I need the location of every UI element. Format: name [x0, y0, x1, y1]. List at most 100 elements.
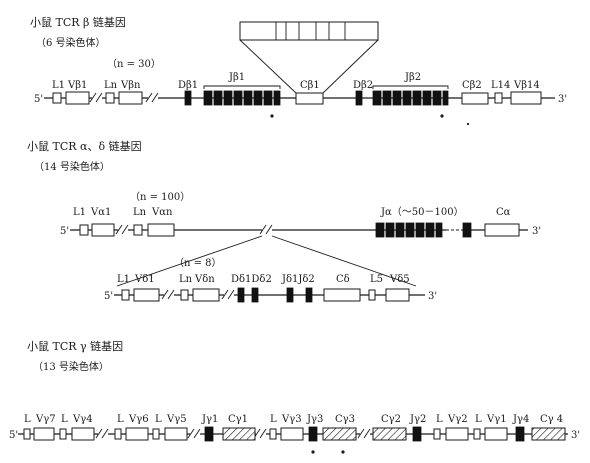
beta-dot — [440, 114, 444, 118]
delta-cd-segment — [323, 288, 361, 302]
gamma-vg4-label: Vγ4 — [72, 414, 93, 425]
gamma-vg2-label: Vγ2 — [447, 414, 468, 425]
gamma-vg3-segment — [280, 427, 304, 441]
break-mark — [95, 428, 109, 439]
delta-3prime: 3' — [428, 291, 437, 302]
delta-l1-label: L1 — [117, 274, 130, 285]
gamma-l-label: L — [117, 414, 124, 425]
delta-zoom-line-right — [271, 235, 417, 287]
beta-3prime: 3' — [558, 94, 567, 105]
beta-section: 小鼠 TCR β 链基因 （6 号染色体） （n = 30） L1 Vβ1 Ln… — [30, 15, 567, 126]
delta-l1-exon — [121, 289, 130, 301]
break-mark — [145, 92, 159, 103]
gamma-jg1-segment — [204, 426, 214, 442]
delta-jd2-segment — [305, 287, 313, 303]
gamma-jg2-label: Jγ2 — [409, 414, 426, 425]
gamma-vg4-segment — [71, 427, 95, 441]
alpha-ln-label: Ln — [133, 207, 147, 218]
delta-dd2-segment — [251, 287, 259, 303]
beta-cb1-segment — [295, 92, 324, 105]
alpha-5prime: 5' — [60, 226, 69, 237]
delta-vd1-label: Vδ1 — [134, 274, 155, 285]
gamma-jg3-segment — [308, 426, 318, 442]
break-mark — [115, 224, 129, 235]
beta-db1-label: Dβ1 — [178, 80, 198, 91]
beta-vb14-segment — [510, 91, 542, 105]
gamma-vg7-segment — [33, 427, 55, 441]
gamma-jg4-label: Jγ4 — [512, 414, 529, 425]
delta-vdn-label: Vδn — [194, 274, 215, 285]
gamma-vg2-segment — [445, 427, 469, 441]
gamma-cg2-segment — [372, 427, 407, 441]
gamma-vg1-segment — [484, 427, 508, 441]
gamma-5prime: 5' — [9, 430, 18, 441]
gamma-jg1-label: Jγ1 — [201, 414, 218, 425]
gamma-l-label: L — [475, 414, 482, 425]
delta-dd1-segment — [237, 287, 245, 303]
delta-vd5-label: Vδ5 — [389, 274, 410, 285]
beta-l1-label: L1 — [52, 80, 65, 91]
cb1-exon-detail-dividers — [275, 22, 346, 40]
gamma-l-exon — [473, 428, 481, 440]
gamma-l-exon — [114, 428, 122, 440]
gamma-l-exon — [433, 428, 441, 440]
beta-vb14-label: Vβ14 — [513, 80, 540, 91]
delta-vd1-segment — [133, 288, 160, 302]
delta-jd1-segment — [286, 287, 294, 303]
break-mark — [89, 92, 103, 103]
beta-v-count: （n = 30） — [107, 58, 161, 70]
beta-l14-label: L14 — [491, 80, 510, 91]
alpha-l1-exon — [79, 224, 89, 236]
gamma-vg5-label: Vγ5 — [166, 414, 187, 425]
gamma-l-label: L — [61, 414, 68, 425]
gamma-cg4-label: Cγ 4 — [540, 414, 563, 425]
gamma-jg3-label: Jγ3 — [306, 414, 323, 425]
beta-db2-segment — [355, 90, 363, 106]
beta-jb1-label: Jβ1 — [228, 72, 245, 83]
alpha-ca-segment — [484, 223, 520, 237]
beta-title: 小鼠 TCR β 链基因 — [30, 15, 126, 29]
beta-ln-label: Ln — [104, 80, 118, 91]
alpha-van-label: Vαn — [151, 207, 173, 218]
beta-cb2-label: Cβ2 — [462, 80, 482, 91]
alpha-va1-label: Vα1 — [90, 207, 111, 218]
alpha-ja-cluster — [375, 222, 472, 238]
gamma-cg3-segment — [322, 427, 357, 441]
gamma-3prime: 3' — [571, 430, 580, 441]
delta-jd12-label: Jδ1Jδ2 — [281, 274, 315, 285]
break-mark — [357, 428, 371, 439]
beta-vbn-segment — [118, 91, 143, 105]
gamma-dot — [311, 450, 315, 454]
gamma-title: 小鼠 TCR γ 链基因 — [27, 339, 123, 353]
beta-vb1-label: Vβ1 — [67, 80, 87, 91]
delta-dd12-label: Dδ1Dδ2 — [231, 274, 272, 285]
gamma-vg6-label: Vγ6 — [128, 414, 149, 425]
delta-vd5-segment — [385, 288, 410, 302]
gamma-l-label: L — [270, 414, 277, 425]
delta-section: （n = 8） L1 Vδ1 Ln Vδn Dδ1Dδ2 Jδ1Jδ2 Cδ L… — [104, 257, 437, 303]
delta-cd-label: Cδ — [336, 274, 350, 285]
beta-db1-segment — [184, 90, 192, 106]
gamma-cg2-label: Cγ2 — [381, 414, 401, 425]
delta-vdn-segment — [192, 288, 220, 302]
alpha-ca-label: Cα — [496, 207, 511, 218]
beta-db2-label: Dβ2 — [353, 80, 373, 91]
jb2-bracket — [372, 85, 449, 89]
gamma-l-exon — [269, 428, 277, 440]
gamma-jg4-segment — [515, 426, 525, 442]
alpha-va1-segment — [91, 223, 115, 237]
break-mark — [161, 289, 175, 300]
beta-ln-exon — [105, 92, 115, 104]
beta-chromosome: （6 号染色体） — [36, 36, 106, 49]
beta-cb1-label: Cβ1 — [300, 80, 320, 91]
gamma-vg7-label: Vγ7 — [35, 414, 56, 425]
delta-ln-exon — [180, 289, 189, 301]
alpha-chromosome: （14 号染色体） — [34, 160, 110, 173]
delta-l5-exon — [368, 289, 376, 301]
beta-l1-exon — [52, 92, 62, 104]
gamma-l-exon — [152, 428, 160, 440]
cb1-zoom-line-right — [322, 39, 379, 94]
gamma-vg1-label: Vγ1 — [486, 414, 507, 425]
gamma-cg3-label: Cγ3 — [335, 414, 355, 425]
